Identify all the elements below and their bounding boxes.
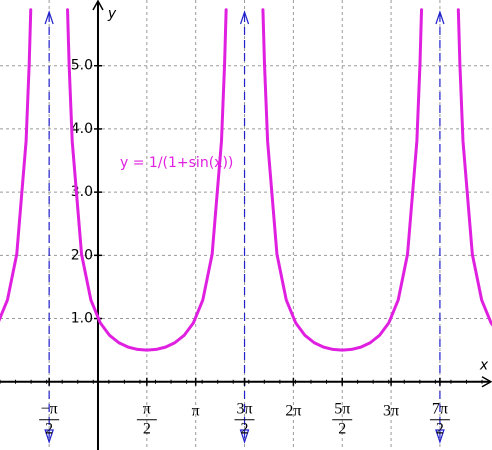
y-tick-label: 5.0 — [71, 58, 93, 74]
arrow-head — [239, 10, 250, 25]
x-tick-label: 5π/2 — [334, 400, 350, 437]
arrow-head — [435, 10, 445, 25]
x-tick-label: π — [192, 402, 200, 419]
x-tick-label: −π/2 — [41, 400, 58, 437]
arrow-head — [435, 429, 445, 444]
curve — [0, 8, 492, 352]
x-tick-label: 7π/2 — [432, 400, 448, 437]
x-tick-label: 3π/2 — [236, 400, 252, 437]
x-axis-label: x — [479, 358, 489, 374]
x-tick-label: 2π — [285, 402, 301, 419]
x-tick-label: 3π — [383, 402, 399, 419]
numerator: 3π — [236, 400, 252, 417]
denominator: 2 — [338, 420, 346, 437]
numerator: 7π — [432, 400, 448, 417]
x-tick-label: π/2 — [143, 400, 151, 437]
y-tick-label: 3.0 — [71, 184, 93, 200]
y-tick-label: 4.0 — [71, 121, 93, 137]
arrow-head — [44, 429, 54, 444]
y-axis-arrow — [92, 0, 104, 11]
x-axis-arrow — [481, 376, 492, 388]
numerator: −π — [41, 400, 58, 417]
denominator: 2 — [143, 420, 151, 437]
arrow-head — [44, 10, 54, 25]
denominator: 2 — [45, 420, 53, 437]
y-tick-label: 1.0 — [71, 311, 93, 327]
curve-label: y = 1/(1+sin(x)) — [120, 155, 233, 171]
arrow-head — [239, 429, 250, 444]
plot-area — [0, 8, 492, 352]
numerator: 5π — [334, 400, 350, 417]
denominator: 2 — [436, 420, 444, 437]
y-axis-label: y — [107, 6, 117, 22]
denominator: 2 — [241, 420, 249, 437]
numerator: π — [143, 400, 151, 417]
